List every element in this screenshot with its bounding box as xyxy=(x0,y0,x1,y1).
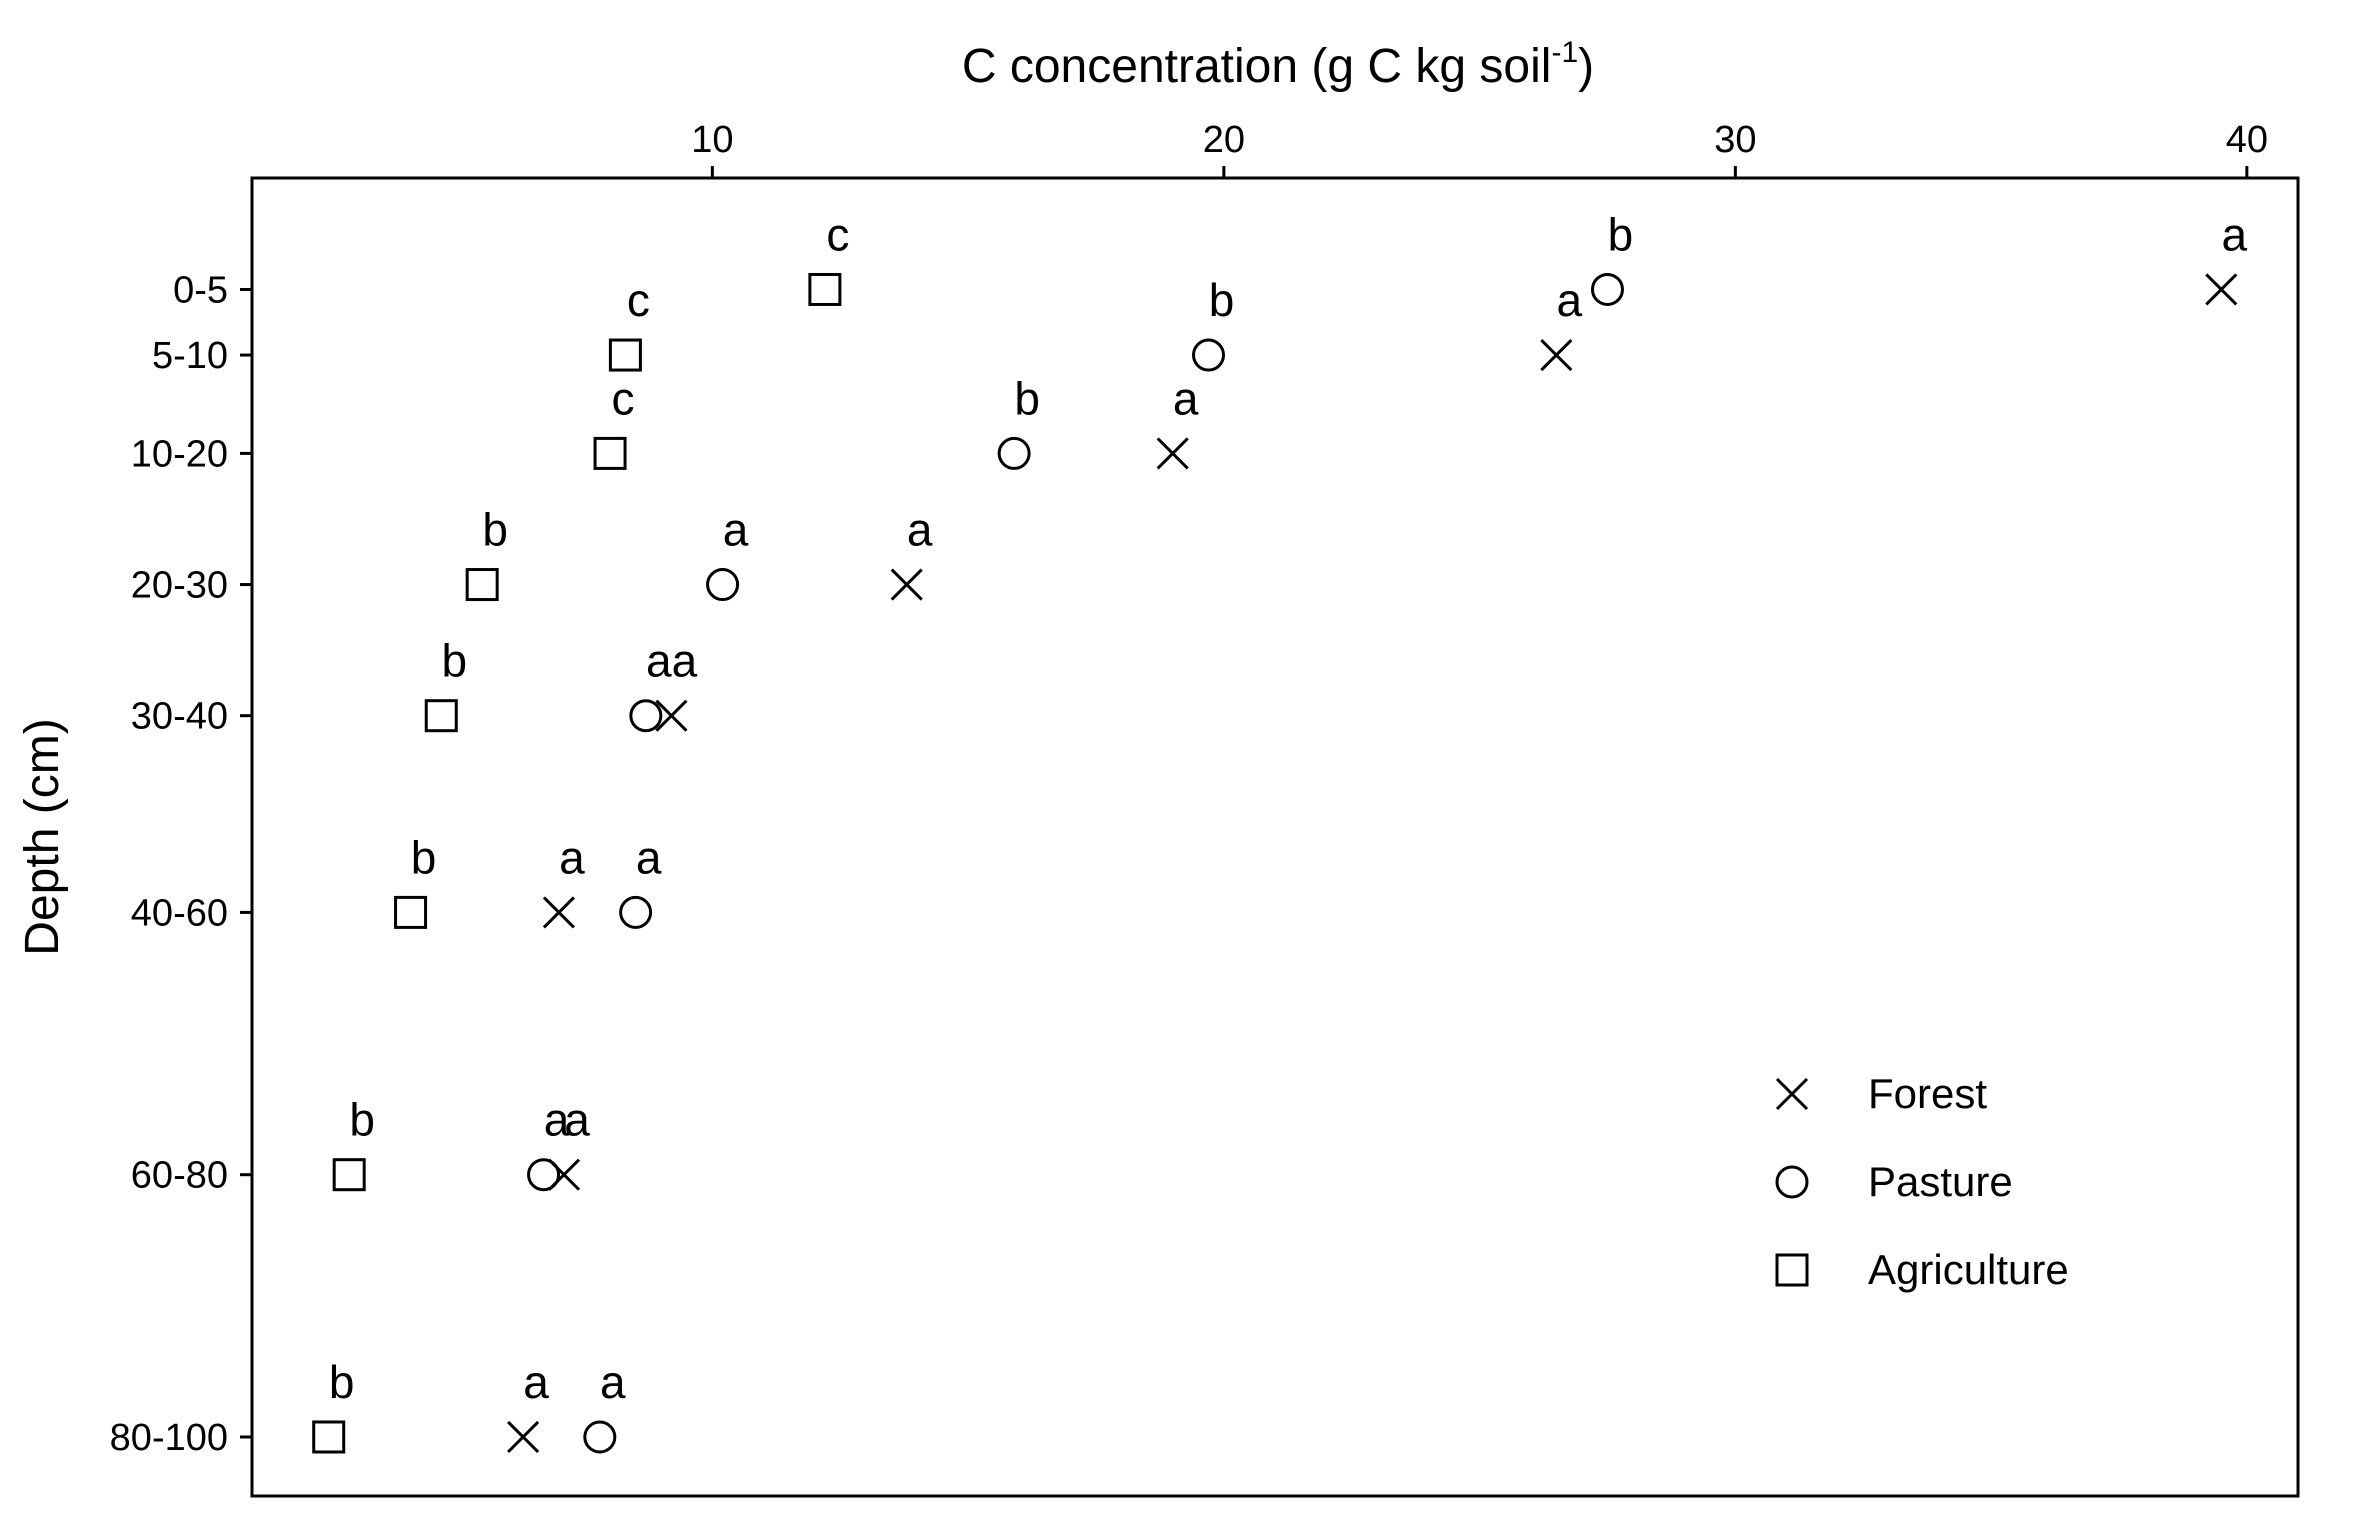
plot-frame xyxy=(250,176,2300,1498)
forest-point-30-40 xyxy=(655,699,688,732)
x-tick-label-40: 40 xyxy=(2226,119,2268,161)
x-axis-label: C concentration (g C kg soil-1) xyxy=(962,36,1594,93)
forest-point-0-5 xyxy=(2205,273,2238,306)
agriculture-letter-40-60: b xyxy=(411,831,437,883)
agriculture-letter-5-10: c xyxy=(627,274,650,326)
x-axis-label-sup: -1 xyxy=(1551,36,1578,69)
forest-point-5-10 xyxy=(1540,338,1573,372)
y-tick-label-0-5: 0-5 xyxy=(173,269,228,311)
y-tick-label-40-60: 40-60 xyxy=(131,892,228,934)
forest-letter-5-10: a xyxy=(1557,274,1583,326)
forest-letter-30-40: a xyxy=(672,635,698,687)
legend: Forest Pasture Agriculture xyxy=(1775,1070,2069,1293)
pasture-point-0-5 xyxy=(1590,272,1624,306)
y-tick-label-10-20: 10-20 xyxy=(131,433,228,475)
legend-marker-pasture xyxy=(1775,1165,1809,1199)
data-markers xyxy=(312,272,2238,1454)
y-tick-label-5-10: 5-10 xyxy=(152,335,228,377)
y-tick-label-60-80: 60-80 xyxy=(131,1155,228,1197)
agriculture-letter-80-100: b xyxy=(329,1356,355,1408)
forest-point-10-20-stroke-2 xyxy=(1156,437,1189,470)
pasture-letter-5-10: b xyxy=(1209,274,1235,326)
legend-label-forest: Forest xyxy=(1868,1070,1987,1117)
forest-letter-20-30: a xyxy=(907,504,933,556)
x-axis-label-main: C concentration (g C kg soil xyxy=(962,40,1552,93)
legend-marker-forest-stroke-2 xyxy=(1775,1077,1809,1111)
y-axis-label: Depth (cm) xyxy=(16,718,69,955)
agriculture-point-10-20 xyxy=(593,436,627,470)
forest-point-0-5-stroke-2 xyxy=(2205,273,2238,306)
agriculture-point-0-5 xyxy=(808,272,842,306)
x-tick-label-10: 10 xyxy=(691,119,733,161)
pasture-letter-10-20: b xyxy=(1014,372,1040,424)
pasture-point-10-20 xyxy=(997,436,1031,470)
pasture-letter-30-40: a xyxy=(646,635,672,687)
agriculture-point-40-60 xyxy=(394,895,428,929)
y-axis-ticks: 0-5 5-10 10-20 20-30 30-40 40-60 60-80 80-100 xyxy=(110,269,252,1459)
agriculture-point-80-100 xyxy=(312,1420,346,1454)
forest-letter-80-100: a xyxy=(523,1356,549,1408)
forest-point-5-10-stroke-2 xyxy=(1540,338,1573,372)
agriculture-point-30-40 xyxy=(424,699,458,733)
agriculture-letter-60-80: b xyxy=(349,1094,375,1146)
pasture-letter-0-5: b xyxy=(1608,208,1634,260)
legend-marker-agriculture xyxy=(1775,1253,1809,1287)
agriculture-letter-20-30: b xyxy=(482,504,508,556)
legend-label-agriculture: Agriculture xyxy=(1868,1246,2069,1293)
forest-point-20-30 xyxy=(890,568,923,601)
agriculture-point-5-10 xyxy=(608,338,642,372)
pasture-point-5-10 xyxy=(1192,338,1226,372)
x-axis-ticks: 10 20 30 40 xyxy=(691,119,2268,178)
forest-letter-10-20: a xyxy=(1173,372,1199,424)
y-tick-label-80-100: 80-100 xyxy=(110,1417,228,1459)
forest-point-30-40-stroke-2 xyxy=(655,699,688,732)
x-axis-label-close: ) xyxy=(1578,40,1594,93)
x-tick-label-20: 20 xyxy=(1203,119,1245,161)
forest-letter-60-80: a xyxy=(564,1094,590,1146)
pasture-letter-80-100: a xyxy=(600,1356,626,1408)
forest-point-80-100 xyxy=(507,1420,540,1454)
pasture-point-60-80 xyxy=(527,1158,561,1192)
pasture-point-30-40 xyxy=(629,699,663,733)
agriculture-letter-0-5: c xyxy=(826,208,849,260)
forest-point-40-60-stroke-2 xyxy=(542,896,575,929)
agriculture-letter-10-20: c xyxy=(612,372,635,424)
forest-point-20-30-stroke-2 xyxy=(890,568,923,601)
agriculture-letter-30-40: b xyxy=(441,635,467,687)
forest-point-80-100-stroke-2 xyxy=(507,1420,540,1454)
y-tick-label-30-40: 30-40 xyxy=(131,696,228,738)
pasture-point-80-100 xyxy=(583,1420,617,1454)
x-tick-label-30: 30 xyxy=(1714,119,1756,161)
pasture-point-20-30 xyxy=(706,568,740,602)
agriculture-point-20-30 xyxy=(465,568,499,602)
y-tick-label-20-30: 20-30 xyxy=(131,565,228,607)
legend-marker-forest xyxy=(1775,1077,1809,1111)
pasture-letter-60-80: a xyxy=(544,1094,570,1146)
pasture-point-40-60 xyxy=(619,895,653,929)
forest-point-10-20 xyxy=(1156,437,1189,470)
forest-letter-40-60: a xyxy=(559,831,585,883)
legend-label-pasture: Pasture xyxy=(1868,1158,2013,1205)
pasture-letter-20-30: a xyxy=(723,504,749,556)
agriculture-point-60-80 xyxy=(332,1158,366,1192)
forest-point-40-60 xyxy=(542,896,575,929)
forest-letter-0-5: a xyxy=(2221,208,2247,260)
pasture-letter-40-60: a xyxy=(636,831,662,883)
